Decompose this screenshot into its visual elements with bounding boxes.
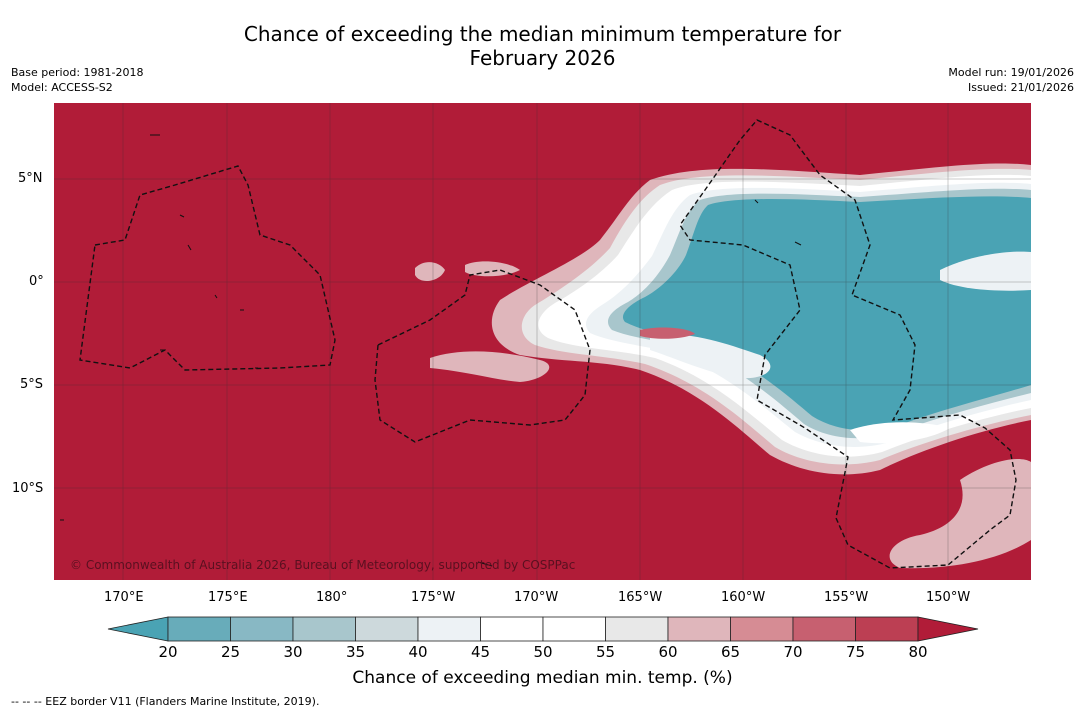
lat-label-5s: 5°S [20, 377, 44, 392]
colorbar-tick-20: 20 [158, 643, 178, 661]
title-line-2: February 2026 [469, 46, 616, 70]
meta-right: Model run: 19/01/2026 Issued: 21/01/2026 [948, 65, 1074, 95]
colorbar-tick-50: 50 [533, 643, 553, 661]
eez-footnote: -- -- -- EEZ border V11 (Flanders Marine… [11, 695, 320, 708]
colorbar-tick-55: 55 [595, 643, 616, 661]
base-period: Base period: 1981-2018 [11, 66, 144, 79]
lat-label-0: 0° [29, 274, 44, 289]
colorbar-tick-70: 70 [783, 643, 803, 661]
lon-label-170e: 170°E [104, 590, 144, 605]
lon-label-160w: 160°W [721, 590, 766, 605]
meta-left: Base period: 1981-2018 Model: ACCESS-S2 [11, 65, 143, 95]
colorbar-50-55 [542, 616, 606, 642]
issued-date: Issued: 21/01/2026 [967, 81, 1074, 94]
colorbar-40-45 [417, 616, 481, 642]
islands [60, 134, 802, 567]
colorbar-below-arrow [107, 616, 169, 642]
lon-label-180: 180° [316, 590, 348, 605]
lon-label-170w: 170°W [514, 590, 559, 605]
model-name: Model: ACCESS-S2 [11, 81, 113, 94]
colorbar-65-70 [730, 616, 794, 642]
colorbar-tick-30: 30 [283, 643, 303, 661]
lat-label-5n: 5°N [18, 171, 43, 186]
lon-label-150w: 150°W [926, 590, 971, 605]
colorbar-tick-40: 40 [408, 643, 428, 661]
colorbar-75-80 [855, 616, 919, 642]
colorbar-tick-80: 80 [908, 643, 928, 661]
colorbar-label: Chance of exceeding median min. temp. (%… [352, 668, 733, 688]
colorbar-tick-35: 35 [345, 643, 366, 661]
lat-label-10s: 10°S [12, 481, 44, 496]
colorbar-45-50 [480, 616, 544, 642]
colorbar-30-35 [292, 616, 356, 642]
eez-borders [79, 119, 1017, 569]
contour-below-20 [622, 196, 1031, 431]
gridlines [54, 103, 1031, 580]
copyright-notice: © Commonwealth of Australia 2026, Bureau… [70, 558, 576, 572]
colorbar-25-30 [230, 616, 294, 642]
colorbar-55-60 [605, 616, 669, 642]
colorbar-tick-75: 75 [845, 643, 866, 661]
title-line-1: Chance of exceeding the median minimum t… [243, 22, 842, 46]
colorbar-tick-65: 65 [720, 643, 741, 661]
colorbar-60-65 [667, 616, 731, 642]
colorbar-tick-45: 45 [470, 643, 491, 661]
lon-label-155w: 155°W [824, 590, 869, 605]
lon-label-175e: 175°E [208, 590, 248, 605]
colorbar-35-40 [355, 616, 419, 642]
colorbar-above-arrow [917, 616, 979, 642]
lon-label-165w: 165°W [618, 590, 663, 605]
colorbar-70-75 [792, 616, 856, 642]
model-run: Model run: 19/01/2026 [948, 66, 1074, 79]
colorbar-20-25 [167, 616, 231, 642]
colorbar-tick-60: 60 [658, 643, 678, 661]
inner-patches [640, 251, 1031, 444]
colorbar-tick-25: 25 [220, 643, 241, 661]
map-title: Chance of exceeding the median minimum t… [0, 22, 1085, 70]
colorbar [107, 616, 979, 642]
lon-label-175w: 175°W [411, 590, 456, 605]
